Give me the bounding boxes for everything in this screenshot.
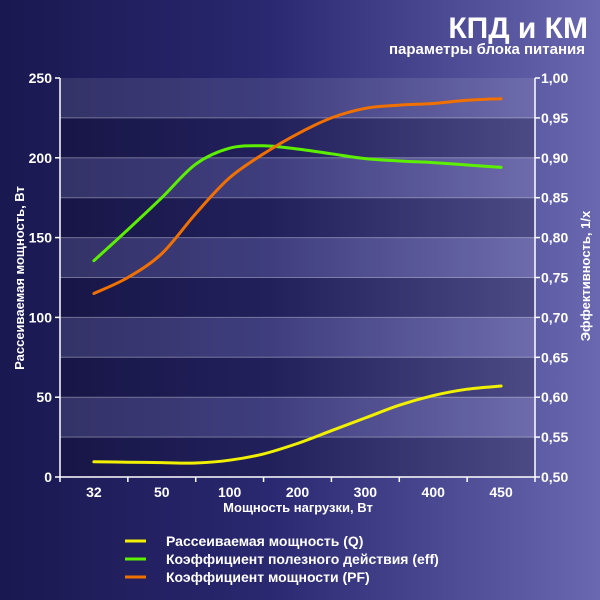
- series-line-q: [92, 384, 503, 465]
- chart-subtitle: параметры блока питания: [389, 41, 585, 58]
- y-right-axis-title: Эффективность, 1/x: [578, 210, 593, 341]
- y-left-axis-title: Рассеиваемая мощность, Вт: [12, 186, 27, 370]
- y-right-ticks: 0,50 0,55 0,60 0,65 0,70 0,75 0,80 0,85 0,90 0,95…: [535, 70, 568, 485]
- series-line-pf: [92, 97, 503, 295]
- y-right-tick-label: 0,60: [541, 389, 568, 405]
- grid-band: [60, 397, 535, 438]
- grid-band: [60, 78, 535, 118]
- legend-label-pf: Коэффициент мощности (PF): [166, 569, 370, 585]
- x-tick-label: 400: [422, 484, 446, 500]
- grid-band: [60, 237, 535, 278]
- x-tick-label: 450: [489, 484, 513, 500]
- y-left-tick-label: 50: [36, 389, 52, 405]
- y-right-tick-label: 0,50: [541, 469, 568, 485]
- series-lines: [92, 97, 503, 465]
- y-right-tick-label: 1,00: [541, 70, 568, 86]
- y-right-tick-label: 0,55: [541, 429, 568, 445]
- y-left-tick-label: 150: [29, 230, 53, 246]
- y-left-ticks: 0 50 100 150 200 250: [29, 70, 60, 485]
- y-right-tick-label: 0,75: [541, 270, 568, 286]
- chart-title: КПД и КМ: [448, 12, 588, 45]
- y-left-tick-label: 100: [29, 309, 53, 325]
- x-axis-title: Мощность нагрузки, Вт: [223, 500, 373, 515]
- x-tick-label: 50: [154, 484, 170, 500]
- grid-lines: [60, 117, 535, 438]
- grid-band: [60, 117, 535, 158]
- y-left-tick-label: 0: [44, 469, 52, 485]
- legend-label-eff: Коэффициент полезного действия (eff): [166, 551, 439, 567]
- y-left-tick-label: 250: [29, 70, 53, 86]
- grid-band: [60, 197, 535, 238]
- y-right-tick-label: 0,85: [541, 190, 568, 206]
- grid-band: [60, 357, 535, 398]
- x-tick-label: 100: [218, 484, 242, 500]
- series-line-eff: [92, 144, 503, 263]
- y-left-tick-label: 200: [29, 150, 53, 166]
- x-tick-label: 300: [354, 484, 378, 500]
- grid-band: [60, 317, 535, 358]
- legend-label-q: Рассеиваемая мощность (Q): [166, 533, 363, 549]
- x-ticks: 32 50 100 200 300 400 450: [59, 477, 536, 500]
- y-right-tick-label: 0,70: [541, 309, 568, 325]
- y-right-tick-label: 0,80: [541, 230, 568, 246]
- y-right-tick-label: 0,65: [541, 349, 568, 365]
- y-right-tick-label: 0,95: [541, 110, 568, 126]
- y-right-tick-label: 0,90: [541, 150, 568, 166]
- x-tick-label: 200: [286, 484, 310, 500]
- x-tick-label: 32: [86, 484, 102, 500]
- grid-band: [60, 277, 535, 318]
- plot-background: [60, 78, 535, 477]
- legend: Рассеиваемая мощность (Q) Коэффициент по…: [125, 533, 439, 585]
